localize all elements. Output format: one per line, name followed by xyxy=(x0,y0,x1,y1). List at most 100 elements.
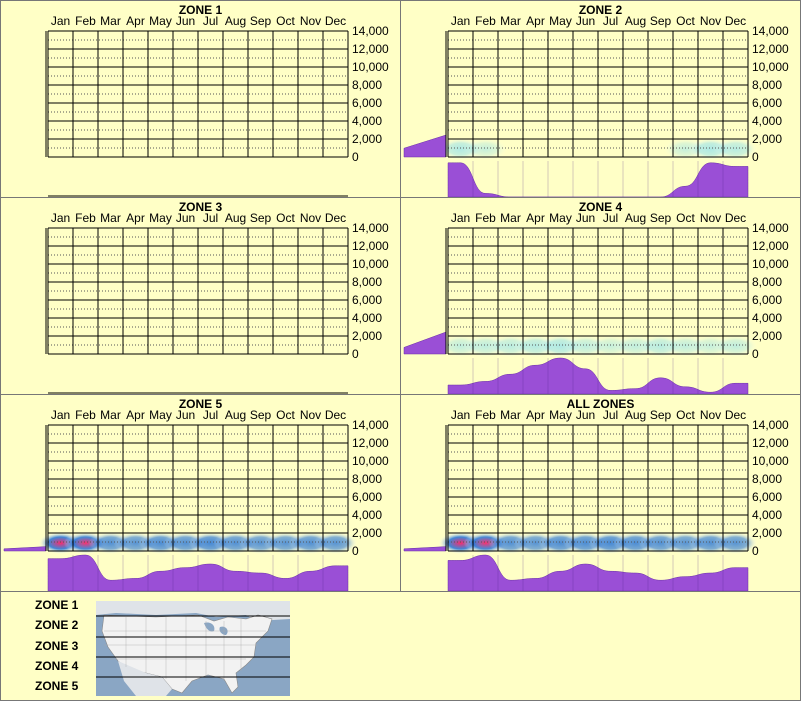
y-tick-label: 10,000 xyxy=(752,454,789,468)
elevation-profile xyxy=(403,331,447,355)
chart-panel-3: ZONE 3 Jan Feb Mar Apr May Jun Jul Aug Sep Oct Nov D… xyxy=(0,197,401,395)
grid xyxy=(447,30,749,158)
month-label: Apr xyxy=(126,211,145,225)
y-tick-label: 8,000 xyxy=(352,275,382,289)
monthly-profile xyxy=(47,554,349,591)
y-tick-label: 12,000 xyxy=(352,239,389,253)
month-label: Dec xyxy=(325,14,346,28)
month-label: May xyxy=(549,211,572,225)
month-label: Jan xyxy=(51,14,70,28)
month-label: Jan xyxy=(51,211,70,225)
y-tick-label: 0 xyxy=(752,347,759,361)
month-label: Feb xyxy=(475,211,496,225)
chart-panel-2: ZONE 2 Jan Feb Mar Apr May Jun Jul Aug Sep Oct Nov D… xyxy=(400,0,801,198)
y-tick-label: 12,000 xyxy=(752,436,789,450)
month-label: Jul xyxy=(203,14,218,28)
month-label: Mar xyxy=(100,408,121,422)
y-tick-label: 14,000 xyxy=(752,221,789,235)
month-label: Sep xyxy=(650,211,672,225)
y-tick-label: 4,000 xyxy=(752,311,782,325)
month-label: Oct xyxy=(276,211,295,225)
month-label: Sep xyxy=(250,211,272,225)
month-label: Aug xyxy=(225,211,246,225)
month-label: Jan xyxy=(51,408,70,422)
y-tick-label: 14,000 xyxy=(352,24,389,38)
month-label: Oct xyxy=(676,14,695,28)
y-tick-label: 8,000 xyxy=(752,78,782,92)
y-tick-label: 12,000 xyxy=(752,42,789,56)
month-label: Feb xyxy=(75,14,96,28)
chart-title: ZONE 1 xyxy=(178,3,223,17)
elevation-profile xyxy=(3,546,47,552)
monthly-profile-area xyxy=(447,162,749,197)
y-tick-label: 2,000 xyxy=(752,526,782,540)
month-label: Mar xyxy=(500,211,521,225)
chart-panel-6: ALL ZONES Jan Feb Mar Apr May Jun Jul Aug Sep Oct N… xyxy=(400,394,801,592)
month-label: Apr xyxy=(526,408,545,422)
month-label: Nov xyxy=(300,211,321,225)
month-label: Jul xyxy=(203,408,218,422)
month-label: Jul xyxy=(203,211,218,225)
zone-label: ZONE 5 xyxy=(35,679,79,693)
y-tick-label: 6,000 xyxy=(352,96,382,110)
y-tick-label: 6,000 xyxy=(352,293,382,307)
month-label: Oct xyxy=(676,211,695,225)
zone-label: ZONE 2 xyxy=(35,618,79,632)
chart-title: ALL ZONES xyxy=(566,397,635,411)
heat-cell xyxy=(713,532,758,554)
month-label: Nov xyxy=(700,211,721,225)
month-label: Aug xyxy=(625,14,646,28)
y-tick-label: 8,000 xyxy=(752,275,782,289)
month-label: Nov xyxy=(700,14,721,28)
month-label: Jun xyxy=(576,211,595,225)
y-tick-label: 6,000 xyxy=(352,490,382,504)
chart-panel-1: ZONE 1 Jan Feb Mar Apr May Jun Jul Aug Sep Oct Nov D… xyxy=(0,0,401,198)
month-label: Dec xyxy=(725,14,746,28)
y-tick-label: 2,000 xyxy=(752,132,782,146)
grid xyxy=(447,424,749,552)
chart-panel-5: ZONE 5 Jan Feb Mar Apr May Jun Jul Aug Sep Oct Nov D… xyxy=(0,394,401,592)
elevation-profile xyxy=(403,134,447,158)
y-tick-label: 10,000 xyxy=(352,60,389,74)
heat-cell xyxy=(463,138,508,160)
y-tick-label: 14,000 xyxy=(352,221,389,235)
y-tick-label: 8,000 xyxy=(752,472,782,486)
y-tick-label: 12,000 xyxy=(352,436,389,450)
y-tick-label: 6,000 xyxy=(752,293,782,307)
y-tick-label: 4,000 xyxy=(752,508,782,522)
month-label: Jan xyxy=(451,408,470,422)
zone-label: ZONE 3 xyxy=(35,639,79,653)
y-tick-label: 0 xyxy=(352,544,359,558)
month-label: Dec xyxy=(725,211,746,225)
y-tick-label: 2,000 xyxy=(352,132,382,146)
heat-cell xyxy=(713,335,758,357)
month-label: Aug xyxy=(625,408,646,422)
month-label: May xyxy=(149,14,172,28)
y-tick-label: 10,000 xyxy=(352,454,389,468)
grid xyxy=(47,227,349,355)
month-label: Aug xyxy=(625,211,646,225)
month-label: Jun xyxy=(176,14,195,28)
monthly-profile xyxy=(447,161,749,197)
zone-label: ZONE 1 xyxy=(35,598,79,612)
month-label: Sep xyxy=(250,408,272,422)
month-label: Oct xyxy=(676,408,695,422)
month-label: Nov xyxy=(300,14,321,28)
y-tick-label: 2,000 xyxy=(752,329,782,343)
y-tick-label: 12,000 xyxy=(352,42,389,56)
chart-svg: Jan Feb Mar Apr May Jun Jul Aug Sep Oct Nov Dec 14,0… xyxy=(3,408,389,591)
month-label: Feb xyxy=(75,408,96,422)
month-label: May xyxy=(149,211,172,225)
month-label: Feb xyxy=(75,211,96,225)
month-label: Jun xyxy=(176,211,195,225)
month-label: Mar xyxy=(100,211,121,225)
month-label: May xyxy=(549,408,572,422)
chart-title: ZONE 3 xyxy=(178,200,223,214)
month-label: May xyxy=(549,14,572,28)
y-tick-label: 0 xyxy=(352,150,359,164)
month-label: Feb xyxy=(475,408,496,422)
month-label: Jun xyxy=(576,14,595,28)
month-label: Oct xyxy=(276,408,295,422)
grid xyxy=(47,424,349,552)
month-label: Sep xyxy=(650,408,672,422)
